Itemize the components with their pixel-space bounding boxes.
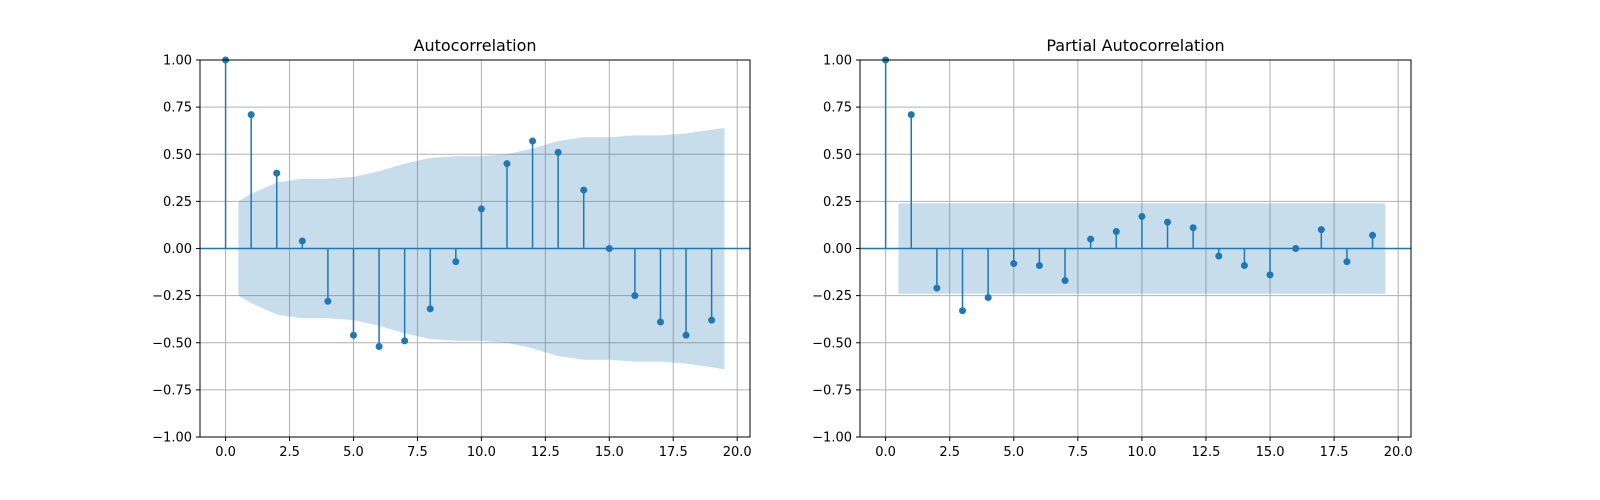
- acf-point-lag-7: [401, 337, 409, 345]
- pacf-y-tick-label: −0.25: [812, 289, 852, 304]
- acf-point-lag-11: [503, 160, 511, 168]
- acf-point-lag-18: [682, 331, 690, 339]
- acf-point-lag-1: [247, 111, 255, 119]
- acf-y-tick-label: −1.00: [152, 431, 192, 446]
- acf-y-tick-label: −0.50: [152, 336, 192, 351]
- acf-point-lag-16: [631, 292, 639, 300]
- pacf-point-lag-6: [1035, 261, 1043, 269]
- acf-y-tick-label: −0.75: [152, 383, 192, 398]
- pacf-point-lag-16: [1292, 245, 1300, 252]
- acf-point-lag-8: [426, 305, 434, 313]
- autocorrelation-chart: Autocorrelation 0.0 2.5 5.0 7.5 10.0 12.5 15.0…: [152, 36, 752, 460]
- acf-x-tick-label: 15.0: [595, 445, 624, 460]
- acf-y-tick-label: 0.50: [163, 148, 192, 163]
- pacf-y-tick-label: 0.00: [823, 242, 852, 257]
- acf-point-lag-3: [298, 237, 306, 245]
- acf-y-tick-label: 0.75: [163, 101, 192, 116]
- pacf-y-tick-label: −1.00: [812, 431, 852, 446]
- acf-point-lag-17: [656, 318, 664, 326]
- pacf-y-tick-label: −0.75: [812, 383, 852, 398]
- pacf-x-tick-label: 20.0: [1384, 445, 1413, 460]
- acf-x-tick-label: 0.0: [215, 445, 236, 460]
- acf-x-tick-label: 12.5: [531, 445, 560, 460]
- pacf-point-lag-9: [1112, 228, 1120, 236]
- acf-point-lag-2: [273, 169, 281, 177]
- pacf-y-tick-label: 1.00: [823, 54, 852, 69]
- acf-point-lag-6: [375, 343, 383, 351]
- acf-y-tick-label: 0.00: [163, 242, 192, 257]
- acf-point-lag-9: [452, 258, 460, 266]
- pacf-y-tick-label: 0.25: [823, 195, 852, 210]
- acf-x-tick-label: 10.0: [467, 445, 496, 460]
- pacf-point-lag-13: [1215, 252, 1223, 260]
- acf-point-lag-14: [580, 186, 588, 194]
- acf-x-tick-label: 7.5: [407, 445, 428, 460]
- pacf-point-lag-10: [1138, 212, 1146, 220]
- pacf-x-tick-label: 12.5: [1192, 445, 1221, 460]
- pacf-y-tick-label: −0.50: [812, 336, 852, 351]
- acf-x-tick-label: 17.5: [659, 445, 688, 460]
- acf-x-tick-label: 2.5: [279, 445, 300, 460]
- acf-x-tick-label: 20.0: [723, 445, 752, 460]
- pacf-point-lag-14: [1240, 261, 1248, 269]
- pacf-point-lag-12: [1189, 224, 1197, 232]
- acf-point-lag-19: [708, 316, 716, 324]
- acf-point-lag-13: [554, 148, 562, 156]
- pacf-point-lag-15: [1266, 271, 1274, 279]
- acf-point-lag-10: [477, 205, 485, 213]
- pacf-x-tick-label: 7.5: [1067, 445, 1088, 460]
- acf-y-tick-label: 1.00: [163, 54, 192, 69]
- autocorrelation-title: Autocorrelation: [414, 36, 537, 55]
- pacf-x-tick-label: 5.0: [1003, 445, 1024, 460]
- pacf-point-lag-11: [1164, 218, 1172, 226]
- pacf-x-tick-label: 10.0: [1127, 445, 1156, 460]
- pacf-point-lag-17: [1317, 226, 1325, 234]
- pacf-point-lag-4: [984, 294, 992, 302]
- pacf-point-lag-2: [933, 284, 941, 292]
- pacf-point-lag-19: [1369, 231, 1377, 239]
- acf-x-tick-label: 5.0: [343, 445, 364, 460]
- pacf-point-lag-1: [907, 111, 915, 119]
- pacf-y-tick-label: 0.50: [823, 148, 852, 163]
- pacf-x-tick-label: 0.0: [875, 445, 896, 460]
- pacf-point-lag-8: [1087, 235, 1095, 243]
- acf-point-lag-5: [349, 331, 357, 339]
- pacf-x-tick-label: 2.5: [939, 445, 960, 460]
- partial-autocorrelation-chart: Partial Autocorrelation 0.0 2.5 5.0 7.5 10.0…: [812, 36, 1413, 460]
- pacf-point-lag-3: [959, 307, 967, 315]
- pacf-point-lag-18: [1343, 258, 1351, 266]
- partial-autocorrelation-title: Partial Autocorrelation: [1046, 36, 1224, 55]
- acf-point-lag-4: [324, 297, 332, 305]
- pacf-point-lag-7: [1061, 277, 1069, 285]
- pacf-x-tick-label: 15.0: [1256, 445, 1285, 460]
- acf-point-lag-12: [529, 137, 537, 145]
- pacf-x-tick-label: 17.5: [1320, 445, 1349, 460]
- acf-y-tick-label: 0.25: [163, 195, 192, 210]
- acf-y-tick-label: −0.25: [152, 289, 192, 304]
- pacf-y-tick-label: 0.75: [823, 101, 852, 116]
- acf-point-lag-15: [605, 245, 613, 252]
- pacf-point-lag-5: [1010, 260, 1018, 268]
